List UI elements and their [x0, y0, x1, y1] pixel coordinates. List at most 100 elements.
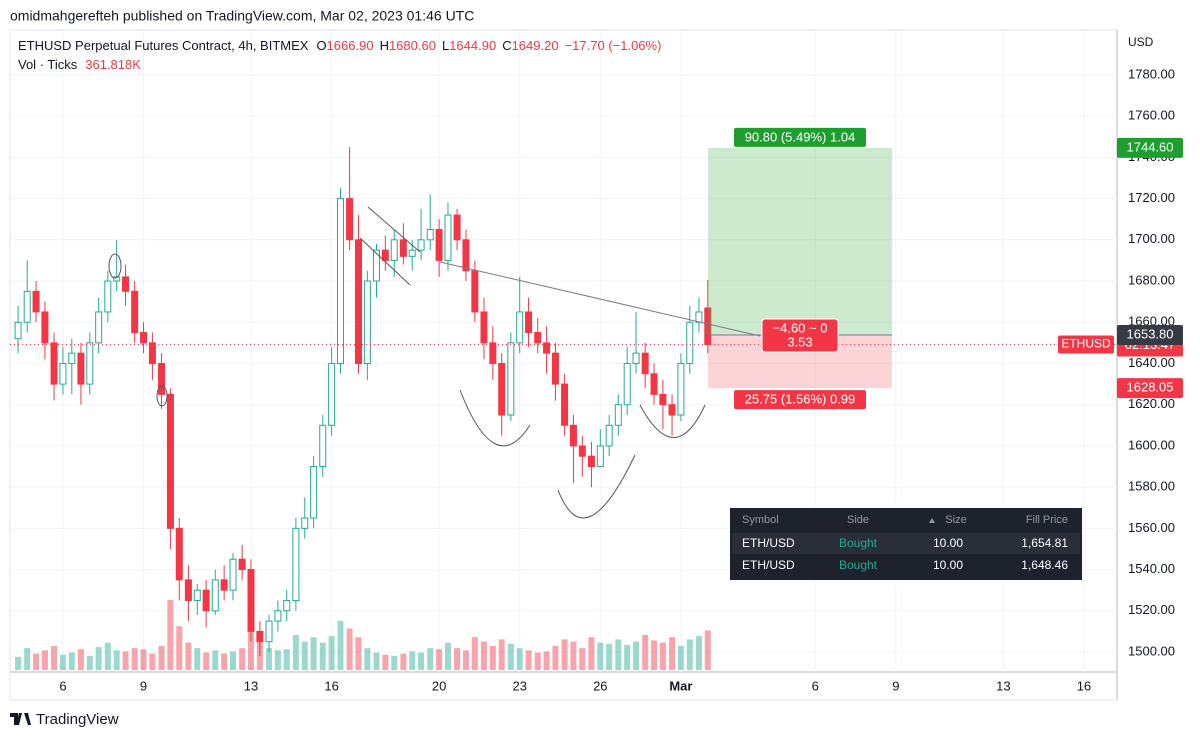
trend-line: [367, 206, 421, 253]
x-tick-label: 13: [996, 678, 1010, 693]
candle-body: [41, 311, 49, 344]
volume-bar: [337, 620, 344, 670]
candle-body: [677, 362, 685, 416]
volume-bar: [113, 650, 120, 670]
y-tick-label: 1600.00: [1128, 437, 1175, 452]
candle-body: [68, 352, 76, 364]
candle-body: [453, 214, 461, 241]
candle-body: [346, 198, 354, 241]
candle-body: [50, 342, 58, 385]
y-tick-label: 1540.00: [1128, 561, 1175, 576]
position-tool: 90.80 (5.49%) 1.04 −4.60 ~ 03.53 25.75 (1.…: [708, 127, 892, 410]
volume-bar: [382, 654, 389, 670]
candle-body: [319, 424, 327, 468]
candle-body: [444, 214, 452, 261]
x-tick-label: 13: [244, 678, 258, 693]
head-curve: [557, 454, 636, 519]
candle-body: [525, 311, 533, 334]
x-tick-label: 9: [140, 678, 147, 693]
volume-bar: [248, 624, 255, 670]
candle-body: [113, 276, 121, 282]
entry-tag-label: 1653.80: [1127, 326, 1174, 341]
ohlc-label: O: [316, 38, 326, 53]
y-tick-label: 1560.00: [1128, 520, 1175, 535]
candle-body: [704, 307, 712, 346]
candle-body: [220, 579, 228, 591]
y-tick-label: 1580.00: [1128, 479, 1175, 494]
candle-body: [480, 311, 488, 344]
volume-bar: [95, 647, 102, 670]
candles: [10, 147, 1117, 657]
candle-body: [462, 239, 470, 272]
symbol-tag-label: ETHUSD: [1061, 337, 1111, 351]
sort-icon: [929, 518, 935, 523]
candle-body: [614, 404, 622, 426]
volume-bar: [525, 650, 532, 670]
candle-body: [283, 599, 291, 612]
candle-body: [489, 342, 497, 364]
x-tick-label: Mar: [669, 678, 692, 693]
volume-bar: [212, 650, 219, 670]
volume-bar: [203, 652, 210, 670]
volume-bar: [480, 641, 487, 670]
candle-body: [587, 455, 595, 468]
candle-body: [695, 311, 703, 323]
candle-body: [193, 589, 201, 601]
candle-body: [77, 352, 85, 385]
volume-bar: [552, 645, 559, 670]
candle-body: [229, 558, 237, 591]
volume-bar: [489, 645, 496, 670]
candle-body: [686, 321, 694, 364]
shoulder-curve: [459, 389, 531, 447]
volume-bar: [158, 645, 165, 670]
table-row: [732, 533, 1080, 554]
volume-bar: [328, 636, 335, 670]
volume-bar: [677, 645, 684, 670]
volume-bar: [561, 639, 568, 670]
table-cell: ETH/USD: [742, 558, 795, 572]
volume-bar: [149, 653, 156, 670]
volume-bar: [59, 654, 66, 670]
candle-body: [122, 276, 130, 292]
volume-bar: [77, 649, 84, 670]
target-tag: [1117, 137, 1183, 158]
volume-bar: [695, 636, 702, 670]
candle-body: [471, 270, 479, 313]
candle-body: [86, 342, 94, 385]
volume-bar: [615, 639, 622, 670]
candle-body: [301, 517, 309, 529]
candle-body: [211, 579, 219, 612]
volume-bar: [274, 650, 281, 670]
candle-body: [140, 332, 148, 344]
volume-bar: [33, 653, 40, 670]
ohlc: O1666.90 H1680.60 L1644.90 C1649.20: [316, 38, 558, 53]
candle-body: [158, 362, 166, 395]
candle-body: [354, 239, 362, 364]
symbol-title: ETHUSD Perpetual Futures Contract, 4h, B…: [18, 38, 309, 53]
entry-badge: [761, 318, 839, 353]
volume-bar: [15, 656, 22, 670]
volume-bar: [454, 648, 461, 670]
candle-body: [372, 249, 380, 282]
volume-bar: [444, 642, 451, 670]
candle-body: [310, 466, 318, 519]
volume-bar: [633, 641, 640, 670]
axes: 1500.00 1520.00 1540.00 1560.00 1580.00 1600.…: [59, 66, 1183, 693]
candle-body: [363, 280, 371, 364]
volume-bar: [373, 652, 380, 670]
brand: TradingView: [10, 711, 119, 728]
candle-body: [23, 290, 31, 323]
ohlc-value: 1680.60: [389, 38, 436, 53]
volume-bar: [498, 639, 505, 670]
ohlc-label: C: [502, 38, 511, 53]
volume-bar: [194, 648, 201, 670]
x-tick-label: 6: [59, 678, 66, 693]
table-cell: 10.00: [933, 536, 963, 550]
volume-bar: [283, 649, 290, 670]
volume-bar: [176, 626, 183, 670]
volume-bar: [230, 651, 237, 670]
candle-body: [184, 579, 192, 601]
volume-bar: [624, 644, 631, 670]
candle-body: [641, 352, 649, 375]
entry-tag: [1117, 325, 1183, 346]
